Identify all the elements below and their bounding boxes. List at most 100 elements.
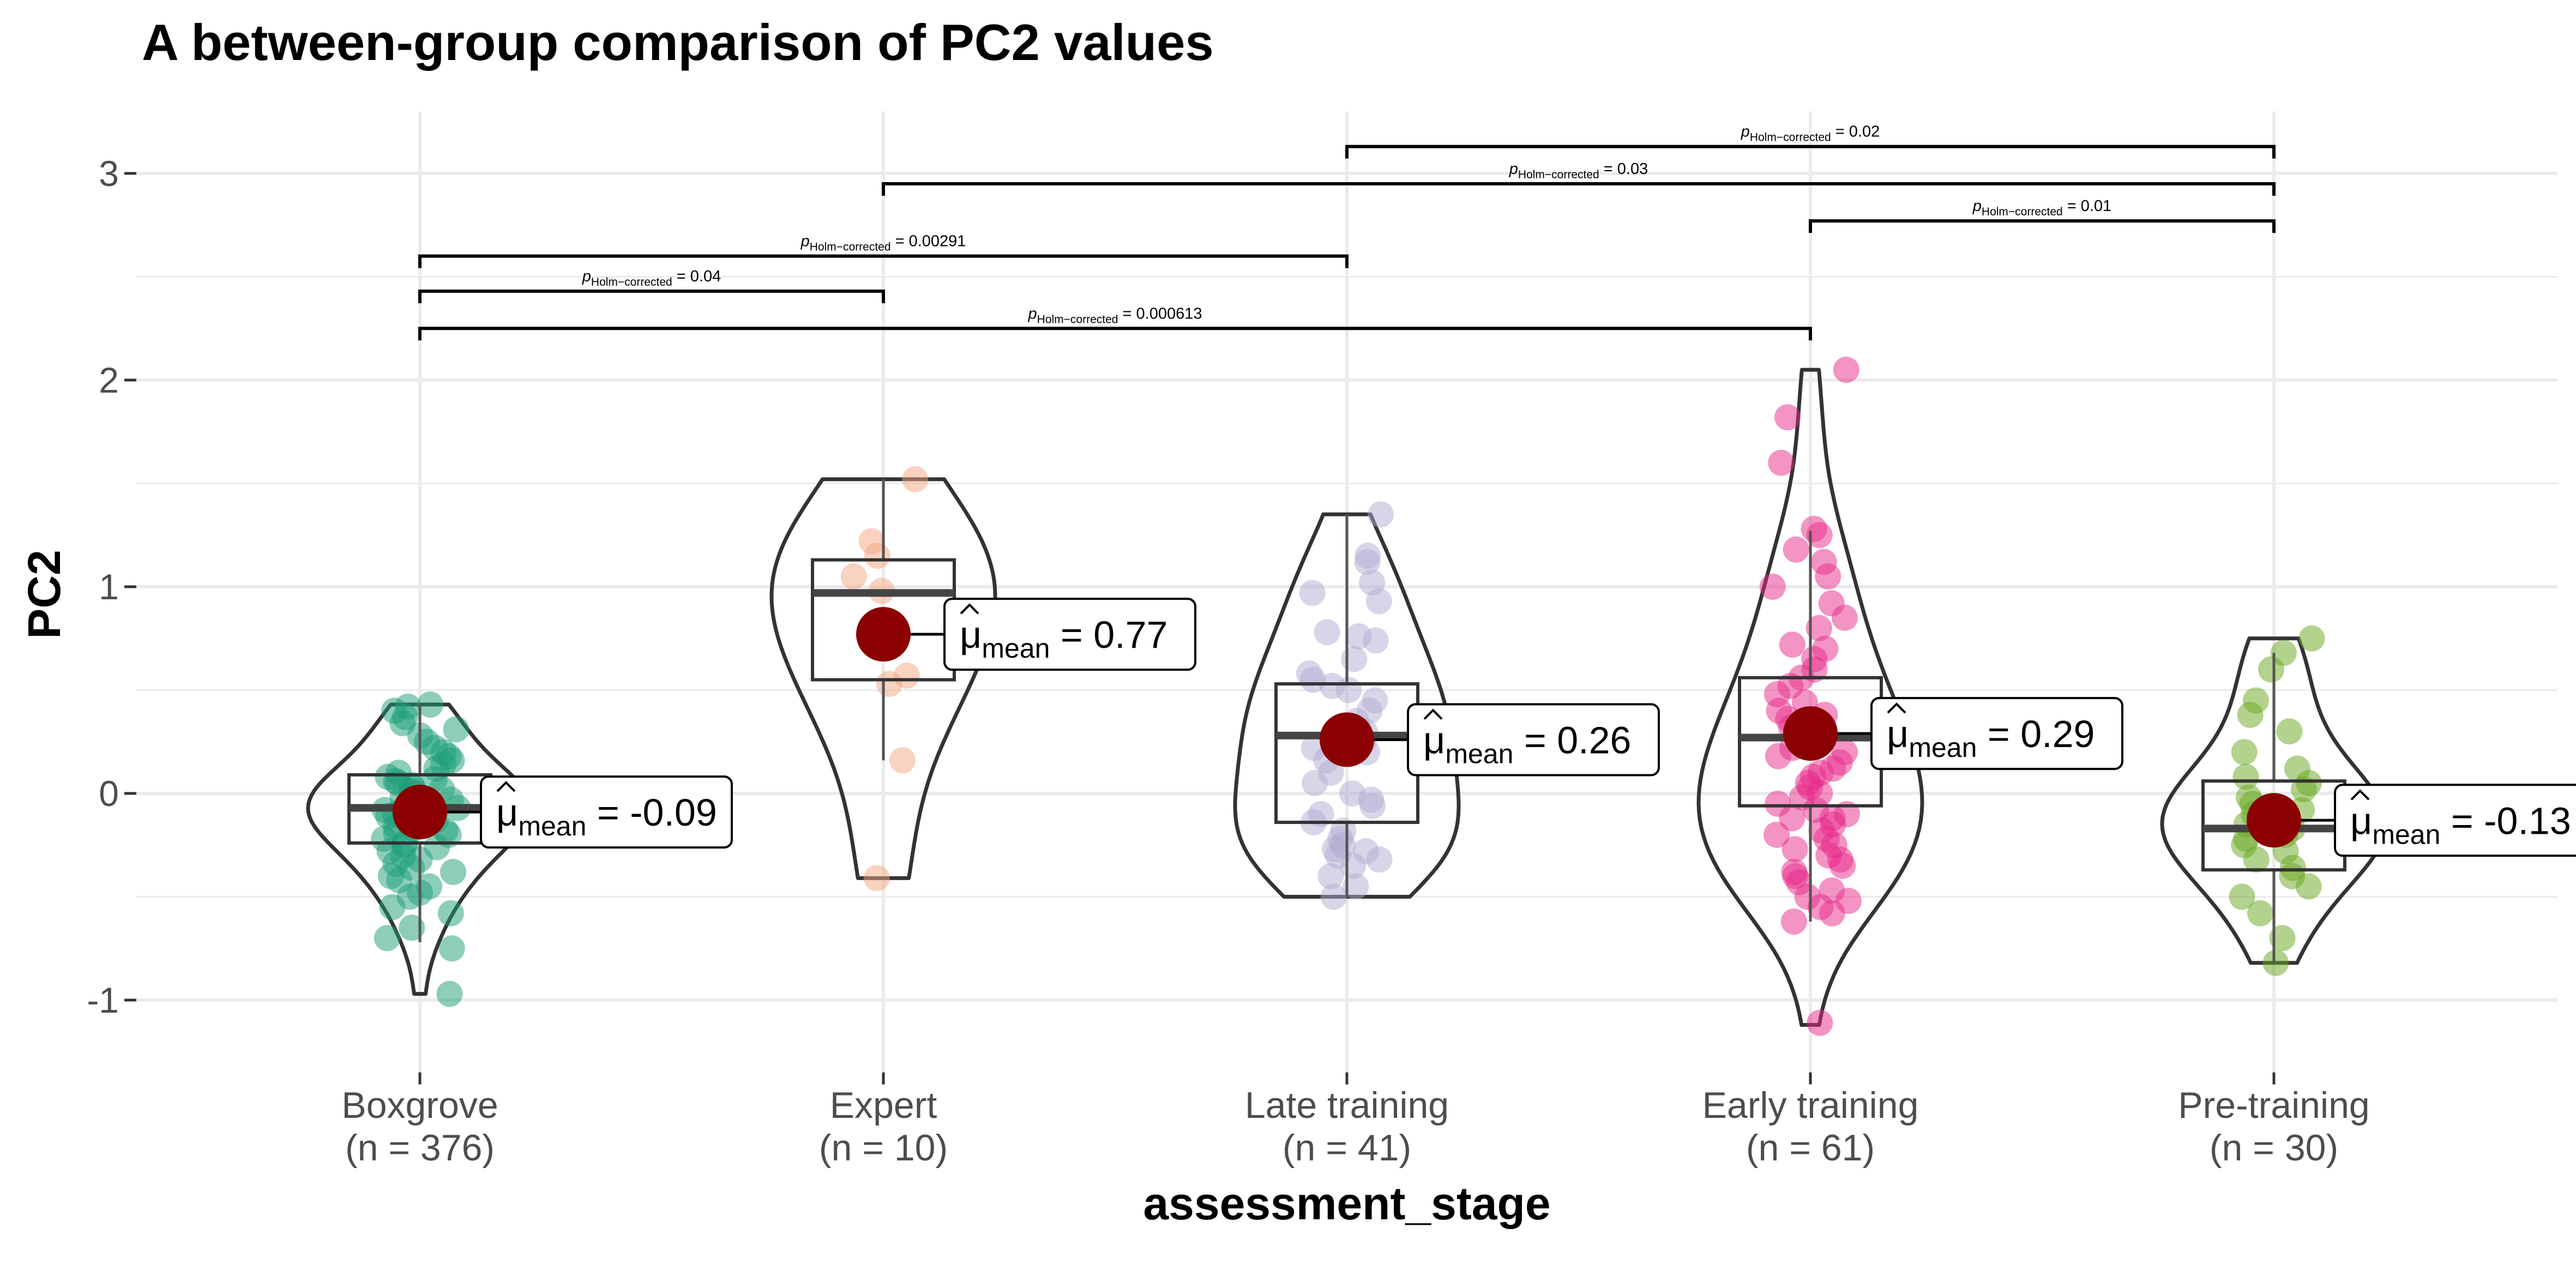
data-point xyxy=(1779,631,1805,658)
mean-point xyxy=(2247,793,2301,848)
p-subscript: Holm−corrected xyxy=(1750,131,1831,144)
data-point xyxy=(2243,846,2270,873)
data-point xyxy=(1320,883,1347,910)
p-subscript: Holm−corrected xyxy=(591,276,672,288)
data-point xyxy=(385,760,412,786)
data-point xyxy=(416,873,443,900)
data-point xyxy=(1366,846,1393,873)
y-tick-label: -1 xyxy=(87,980,119,1020)
data-point xyxy=(2229,883,2255,910)
p-symbol: p xyxy=(1509,160,1518,178)
p-symbol: p xyxy=(1972,197,1982,215)
p-subscript: Holm−corrected xyxy=(1518,168,1599,181)
data-point xyxy=(1815,563,1841,590)
mean-subscript: mean xyxy=(518,811,586,841)
x-axis-ticks: Boxgrove(n = 376) Expert(n = 10) Late trai… xyxy=(341,1072,2370,1169)
data-point xyxy=(1831,604,1858,631)
mean-hat xyxy=(1887,702,1906,714)
significance-label: pHolm−corrected = 0.000613 xyxy=(1028,305,1202,326)
mean-label-box xyxy=(2334,784,2576,857)
mean-value: -0.13 xyxy=(2484,799,2571,842)
mean-hat xyxy=(2350,789,2370,801)
data-point xyxy=(864,543,890,569)
data-point xyxy=(1833,357,1859,383)
data-point xyxy=(2232,763,2259,790)
data-point xyxy=(1764,821,1790,848)
y-axis-label: PC2 xyxy=(19,550,70,639)
x-tick-label: Expert xyxy=(830,1085,937,1126)
data-point xyxy=(2295,873,2322,900)
mean-subscript: mean xyxy=(1909,732,1977,763)
y-axis-ticks: -1 0 1 2 3 xyxy=(87,153,136,1020)
mean-point xyxy=(856,607,911,662)
data-point xyxy=(2237,701,2264,728)
x-tick-count: (n = 376) xyxy=(345,1127,495,1169)
data-point xyxy=(1807,1009,1833,1036)
violin-expert xyxy=(769,477,997,880)
data-point xyxy=(374,925,400,952)
x-tick-label: Pre-training xyxy=(2178,1085,2370,1126)
mean-point xyxy=(393,785,447,840)
mean-equals: = xyxy=(586,791,630,834)
mean-symbol: μ xyxy=(496,791,518,834)
mean-label-box xyxy=(943,598,1196,671)
data-point xyxy=(876,671,902,697)
significance-bracket xyxy=(1345,145,2276,159)
y-tick-label: 1 xyxy=(99,567,119,607)
data-point xyxy=(2231,739,2258,766)
data-point xyxy=(417,691,444,718)
data-point xyxy=(1362,627,1389,654)
data-point xyxy=(436,980,463,1007)
chart-title: A between-group comparison of PC2 values xyxy=(142,14,1214,71)
mean-subscript: mean xyxy=(982,633,1050,664)
data-point xyxy=(1781,836,1808,863)
significance-bracket xyxy=(1809,219,2276,233)
data-point xyxy=(1317,863,1344,889)
significance-label: pHolm−corrected = 0.02 xyxy=(1741,123,1880,144)
x-axis-label: assessment_stage xyxy=(1143,1178,1550,1229)
mean-label: μmean = -0.13 xyxy=(2350,799,2571,850)
p-symbol: p xyxy=(801,233,810,250)
data-point xyxy=(440,859,466,886)
x-tick-label: Early training xyxy=(1702,1085,1919,1126)
data-point xyxy=(840,563,867,590)
mean-subscript: mean xyxy=(1445,738,1513,769)
data-point xyxy=(1314,619,1340,646)
mean-symbol: μ xyxy=(960,613,982,656)
significance-label: pHolm−corrected = 0.03 xyxy=(1509,160,1648,181)
data-point xyxy=(863,865,890,892)
mean-equals: = xyxy=(2440,799,2484,842)
data-point xyxy=(2298,625,2325,652)
y-tick-label: 3 xyxy=(99,153,119,194)
mean-hat xyxy=(1423,708,1443,720)
data-point xyxy=(1335,677,1362,703)
y-tick-label: 2 xyxy=(99,360,119,400)
data-point xyxy=(902,466,929,492)
x-tick-count: (n = 30) xyxy=(2210,1127,2338,1169)
data-point xyxy=(1780,908,1807,935)
data-point xyxy=(1805,615,1832,641)
data-point xyxy=(1299,580,1326,606)
mean-subscript: mean xyxy=(2372,819,2440,850)
x-tick-label: Late training xyxy=(1245,1085,1449,1126)
data-point xyxy=(1341,646,1368,672)
data-point xyxy=(1829,852,1856,879)
mean-value: 0.26 xyxy=(1557,719,1631,761)
data-point xyxy=(889,747,916,774)
p-value: = 0.000613 xyxy=(1118,305,1202,322)
data-point xyxy=(2269,925,2296,952)
data-point xyxy=(1806,522,1833,549)
x-tick-count: (n = 10) xyxy=(819,1127,948,1169)
mean-point xyxy=(1783,706,1838,761)
data-point xyxy=(437,900,464,926)
mean-hat xyxy=(496,781,516,792)
data-point xyxy=(1368,501,1394,528)
mean-label: μmean = -0.09 xyxy=(496,791,717,841)
data-point xyxy=(2258,656,2285,683)
mean-equals: = xyxy=(1050,613,1093,656)
data-point xyxy=(1765,743,1791,769)
significance-bracket xyxy=(418,254,1349,268)
